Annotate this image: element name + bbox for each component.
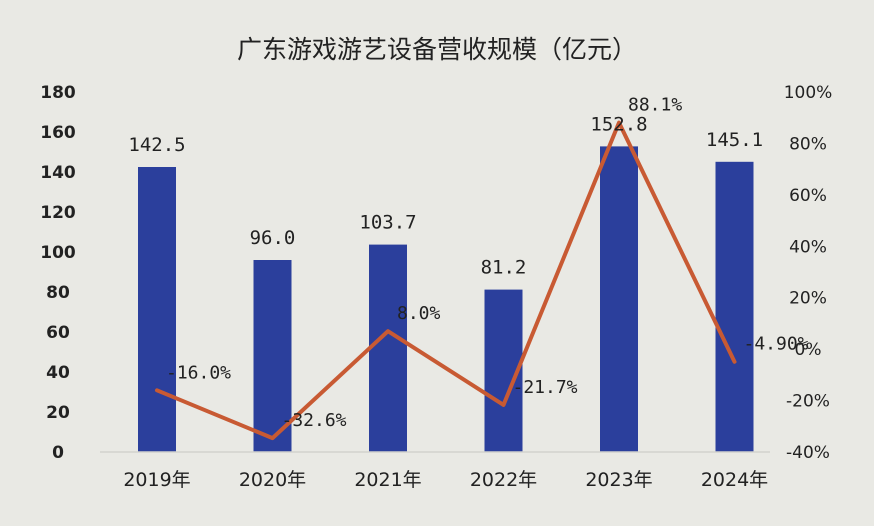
bar-value-label: 81.2 (481, 257, 527, 279)
bar (138, 167, 176, 452)
right-tick-label: 60% (789, 186, 827, 206)
x-axis: 2019年 2020年 2021年 2022年 2023年 2024年 (100, 451, 770, 491)
bar-value-label: 145.1 (706, 129, 763, 151)
left-tick-label: 100 (40, 243, 76, 263)
bar (253, 260, 292, 452)
right-tick-label: 80% (789, 134, 827, 154)
x-tick-label: 2019年 (123, 469, 190, 491)
growth-value-label: -32.6% (282, 410, 347, 431)
bar (715, 161, 754, 453)
left-tick-label: 80 (46, 283, 70, 303)
bar (369, 244, 407, 452)
left-tick-label: 20 (46, 403, 70, 423)
line-labels: -16.0% -32.6% 8.0% -21.7% 88.1% -4.90% (166, 95, 809, 432)
left-tick-label: 140 (40, 163, 76, 183)
left-tick-label: 180 (40, 83, 76, 103)
bars (138, 146, 754, 453)
bar-labels: 142.5 96.0 103.7 81.2 152.8 145.1 (128, 113, 763, 278)
x-tick-label: 2024年 (701, 469, 768, 491)
growth-value-label: 8.0% (397, 303, 441, 324)
right-tick-label: 0% (795, 340, 822, 360)
left-tick-label: 60 (46, 323, 70, 343)
right-axis: -40% -20% 0% 20% 40% 60% 80% 100% (784, 83, 833, 463)
right-tick-label: 20% (789, 289, 827, 309)
left-tick-label: 120 (40, 203, 76, 223)
right-tick-label: 100% (784, 83, 833, 103)
growth-value-label: -4.90% (744, 334, 809, 355)
left-tick-label: 160 (40, 123, 76, 143)
left-axis: 0 20 40 60 80 100 120 140 160 180 (40, 83, 76, 463)
bar-value-label: 142.5 (128, 134, 185, 156)
x-tick-label: 2021年 (354, 469, 421, 491)
growth-line (155, 120, 737, 441)
growth-value-label: 88.1% (628, 95, 682, 116)
bar-value-label: 103.7 (359, 212, 416, 234)
bar-value-label: 96.0 (250, 227, 296, 249)
bar-value-label: 152.8 (590, 113, 647, 135)
right-tick-label: 40% (789, 237, 827, 257)
line-layer (155, 120, 737, 441)
growth-value-label: -21.7% (513, 377, 578, 398)
right-tick-label: -40% (786, 443, 830, 463)
growth-value-label: -16.0% (166, 362, 231, 383)
left-tick-label: 0 (52, 443, 64, 463)
bar (600, 146, 638, 452)
chart-title: 广东游戏游艺设备营收规模（亿元） (237, 35, 637, 64)
left-tick-label: 40 (46, 363, 70, 383)
x-tick-label: 2020年 (239, 469, 306, 491)
x-tick-label: 2022年 (470, 469, 537, 491)
x-tick-label: 2023年 (585, 469, 652, 491)
right-tick-label: -20% (786, 392, 830, 412)
